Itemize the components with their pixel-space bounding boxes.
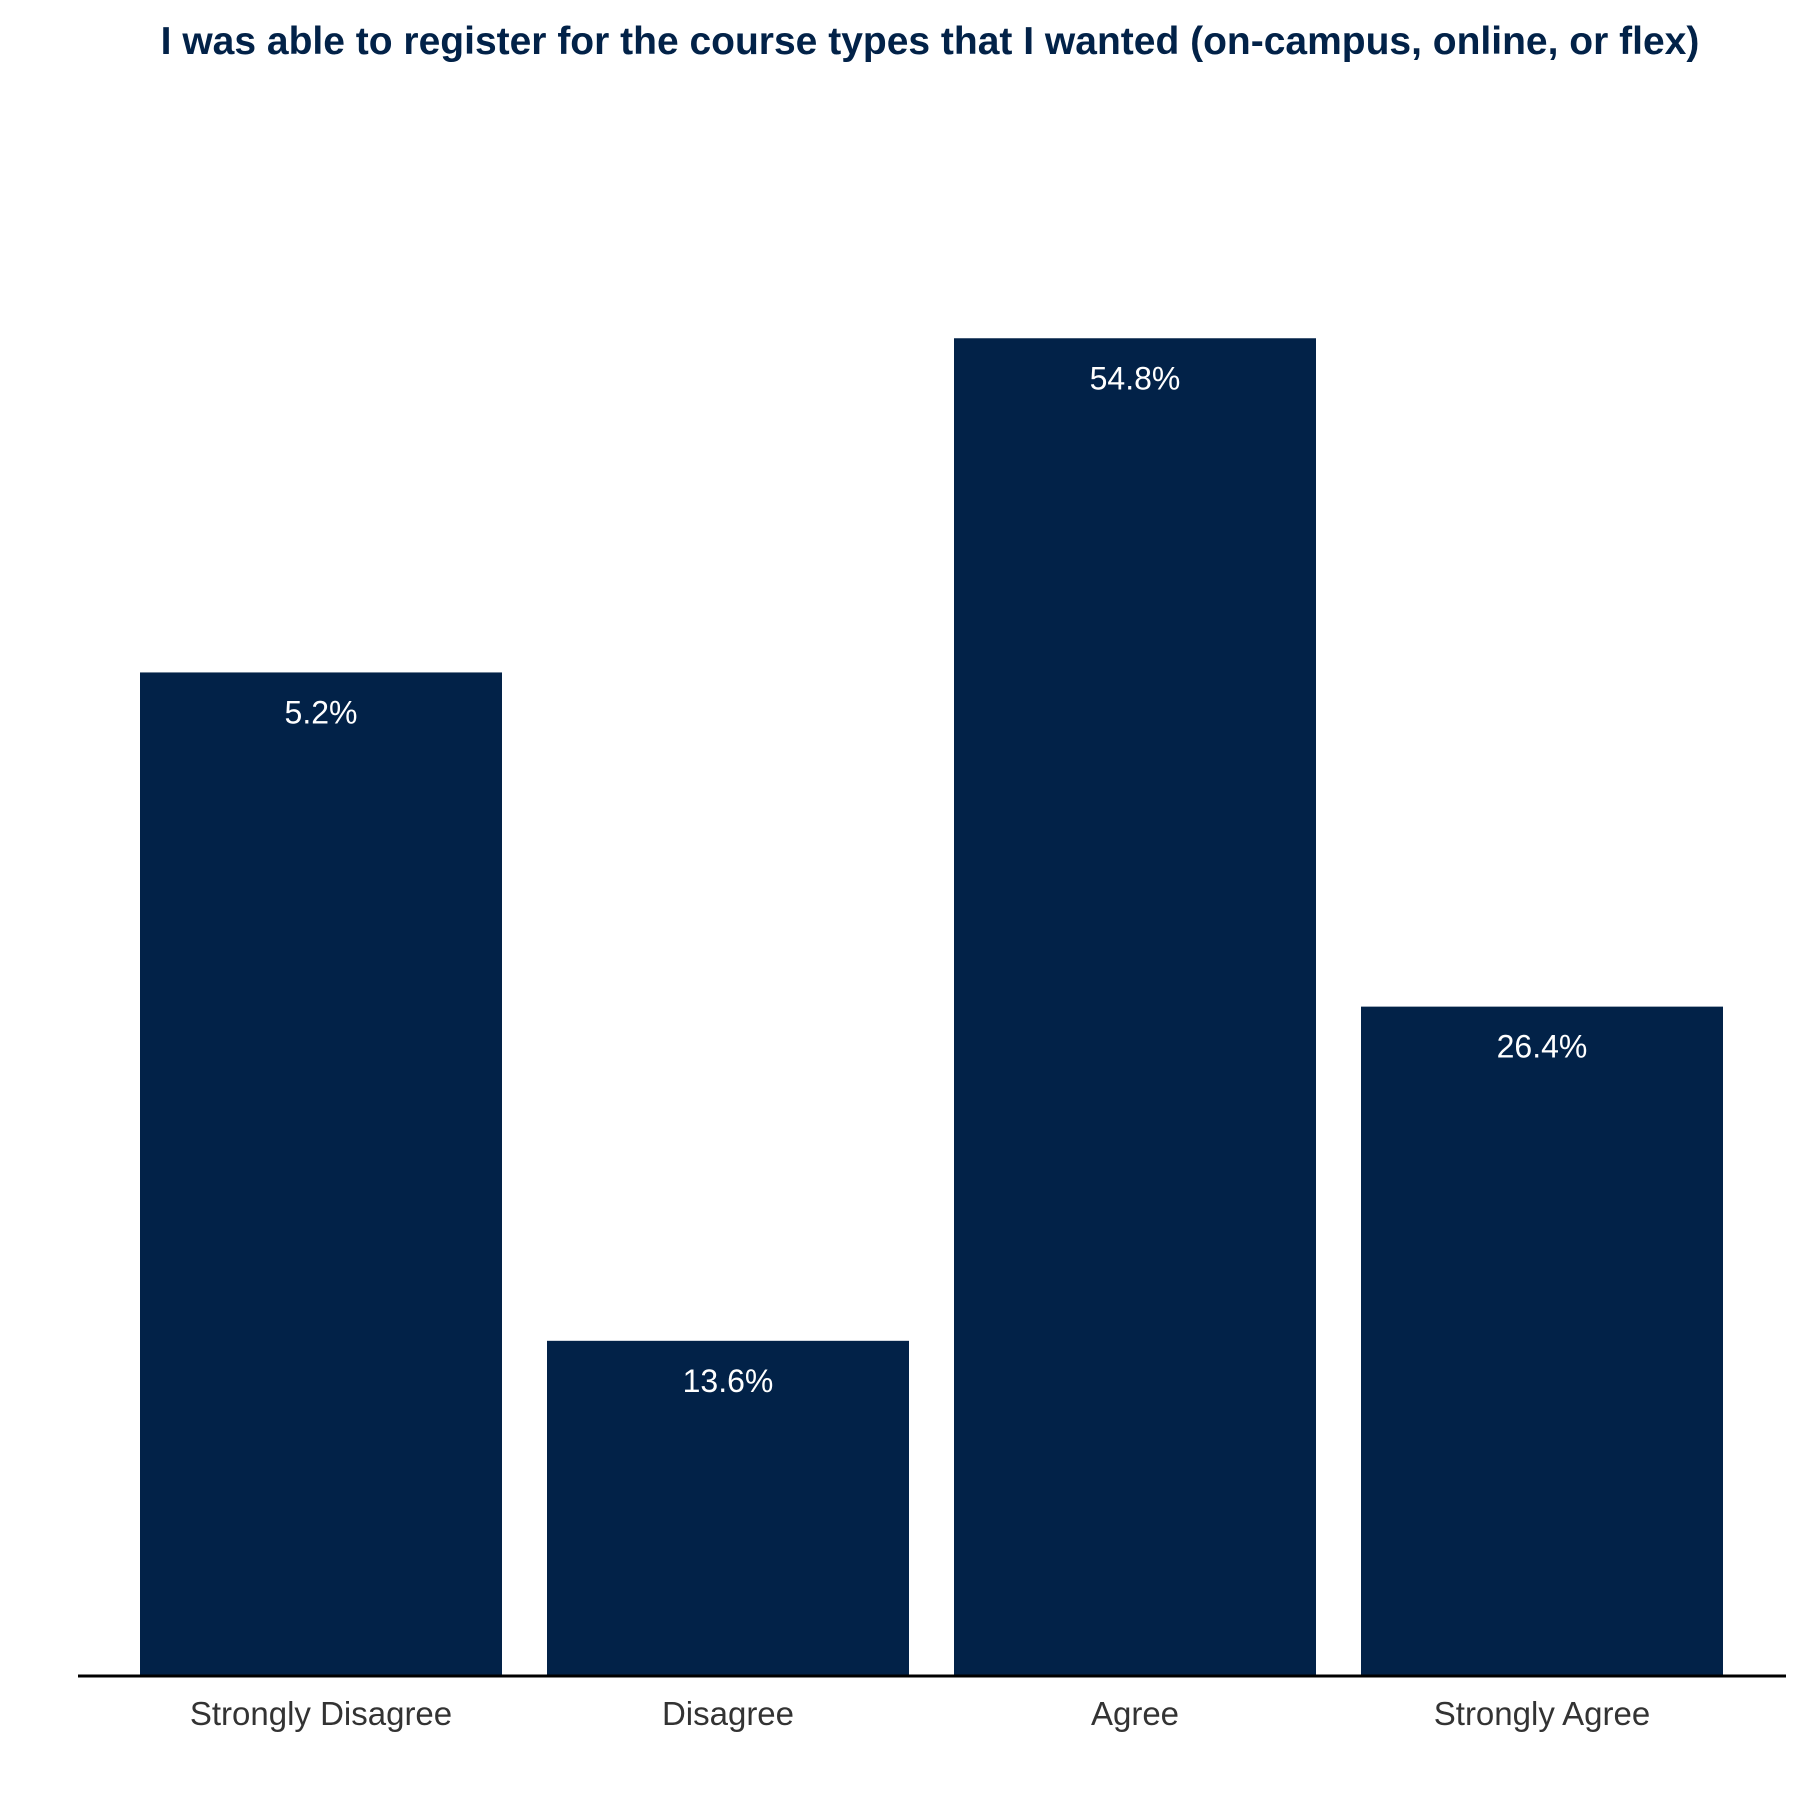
x-tick-labels-group: Strongly Disagree Disagree Agree Strongly A… xyxy=(190,1695,1650,1732)
data-labels-group: 5.2% 13.6% 54.8% 26.4% xyxy=(285,360,1588,1399)
bars-group xyxy=(140,338,1723,1675)
bar-strongly-disagree xyxy=(140,672,502,1675)
data-label-strongly-agree: 26.4% xyxy=(1497,1029,1588,1065)
x-tick-label-strongly-agree: Strongly Agree xyxy=(1434,1695,1650,1732)
data-label-agree: 54.8% xyxy=(1090,360,1181,396)
x-tick-label-disagree: Disagree xyxy=(662,1695,794,1732)
bar-strongly-agree xyxy=(1361,1006,1723,1675)
data-label-strongly-disagree: 5.2% xyxy=(285,694,358,730)
chart-title: I was able to register for the course ty… xyxy=(160,20,1700,63)
bar-agree xyxy=(954,338,1316,1675)
bar-disagree xyxy=(547,1340,909,1675)
data-label-disagree: 13.6% xyxy=(683,1363,774,1399)
x-tick-label-strongly-disagree: Strongly Disagree xyxy=(190,1695,452,1732)
x-tick-label-agree: Agree xyxy=(1091,1695,1179,1732)
